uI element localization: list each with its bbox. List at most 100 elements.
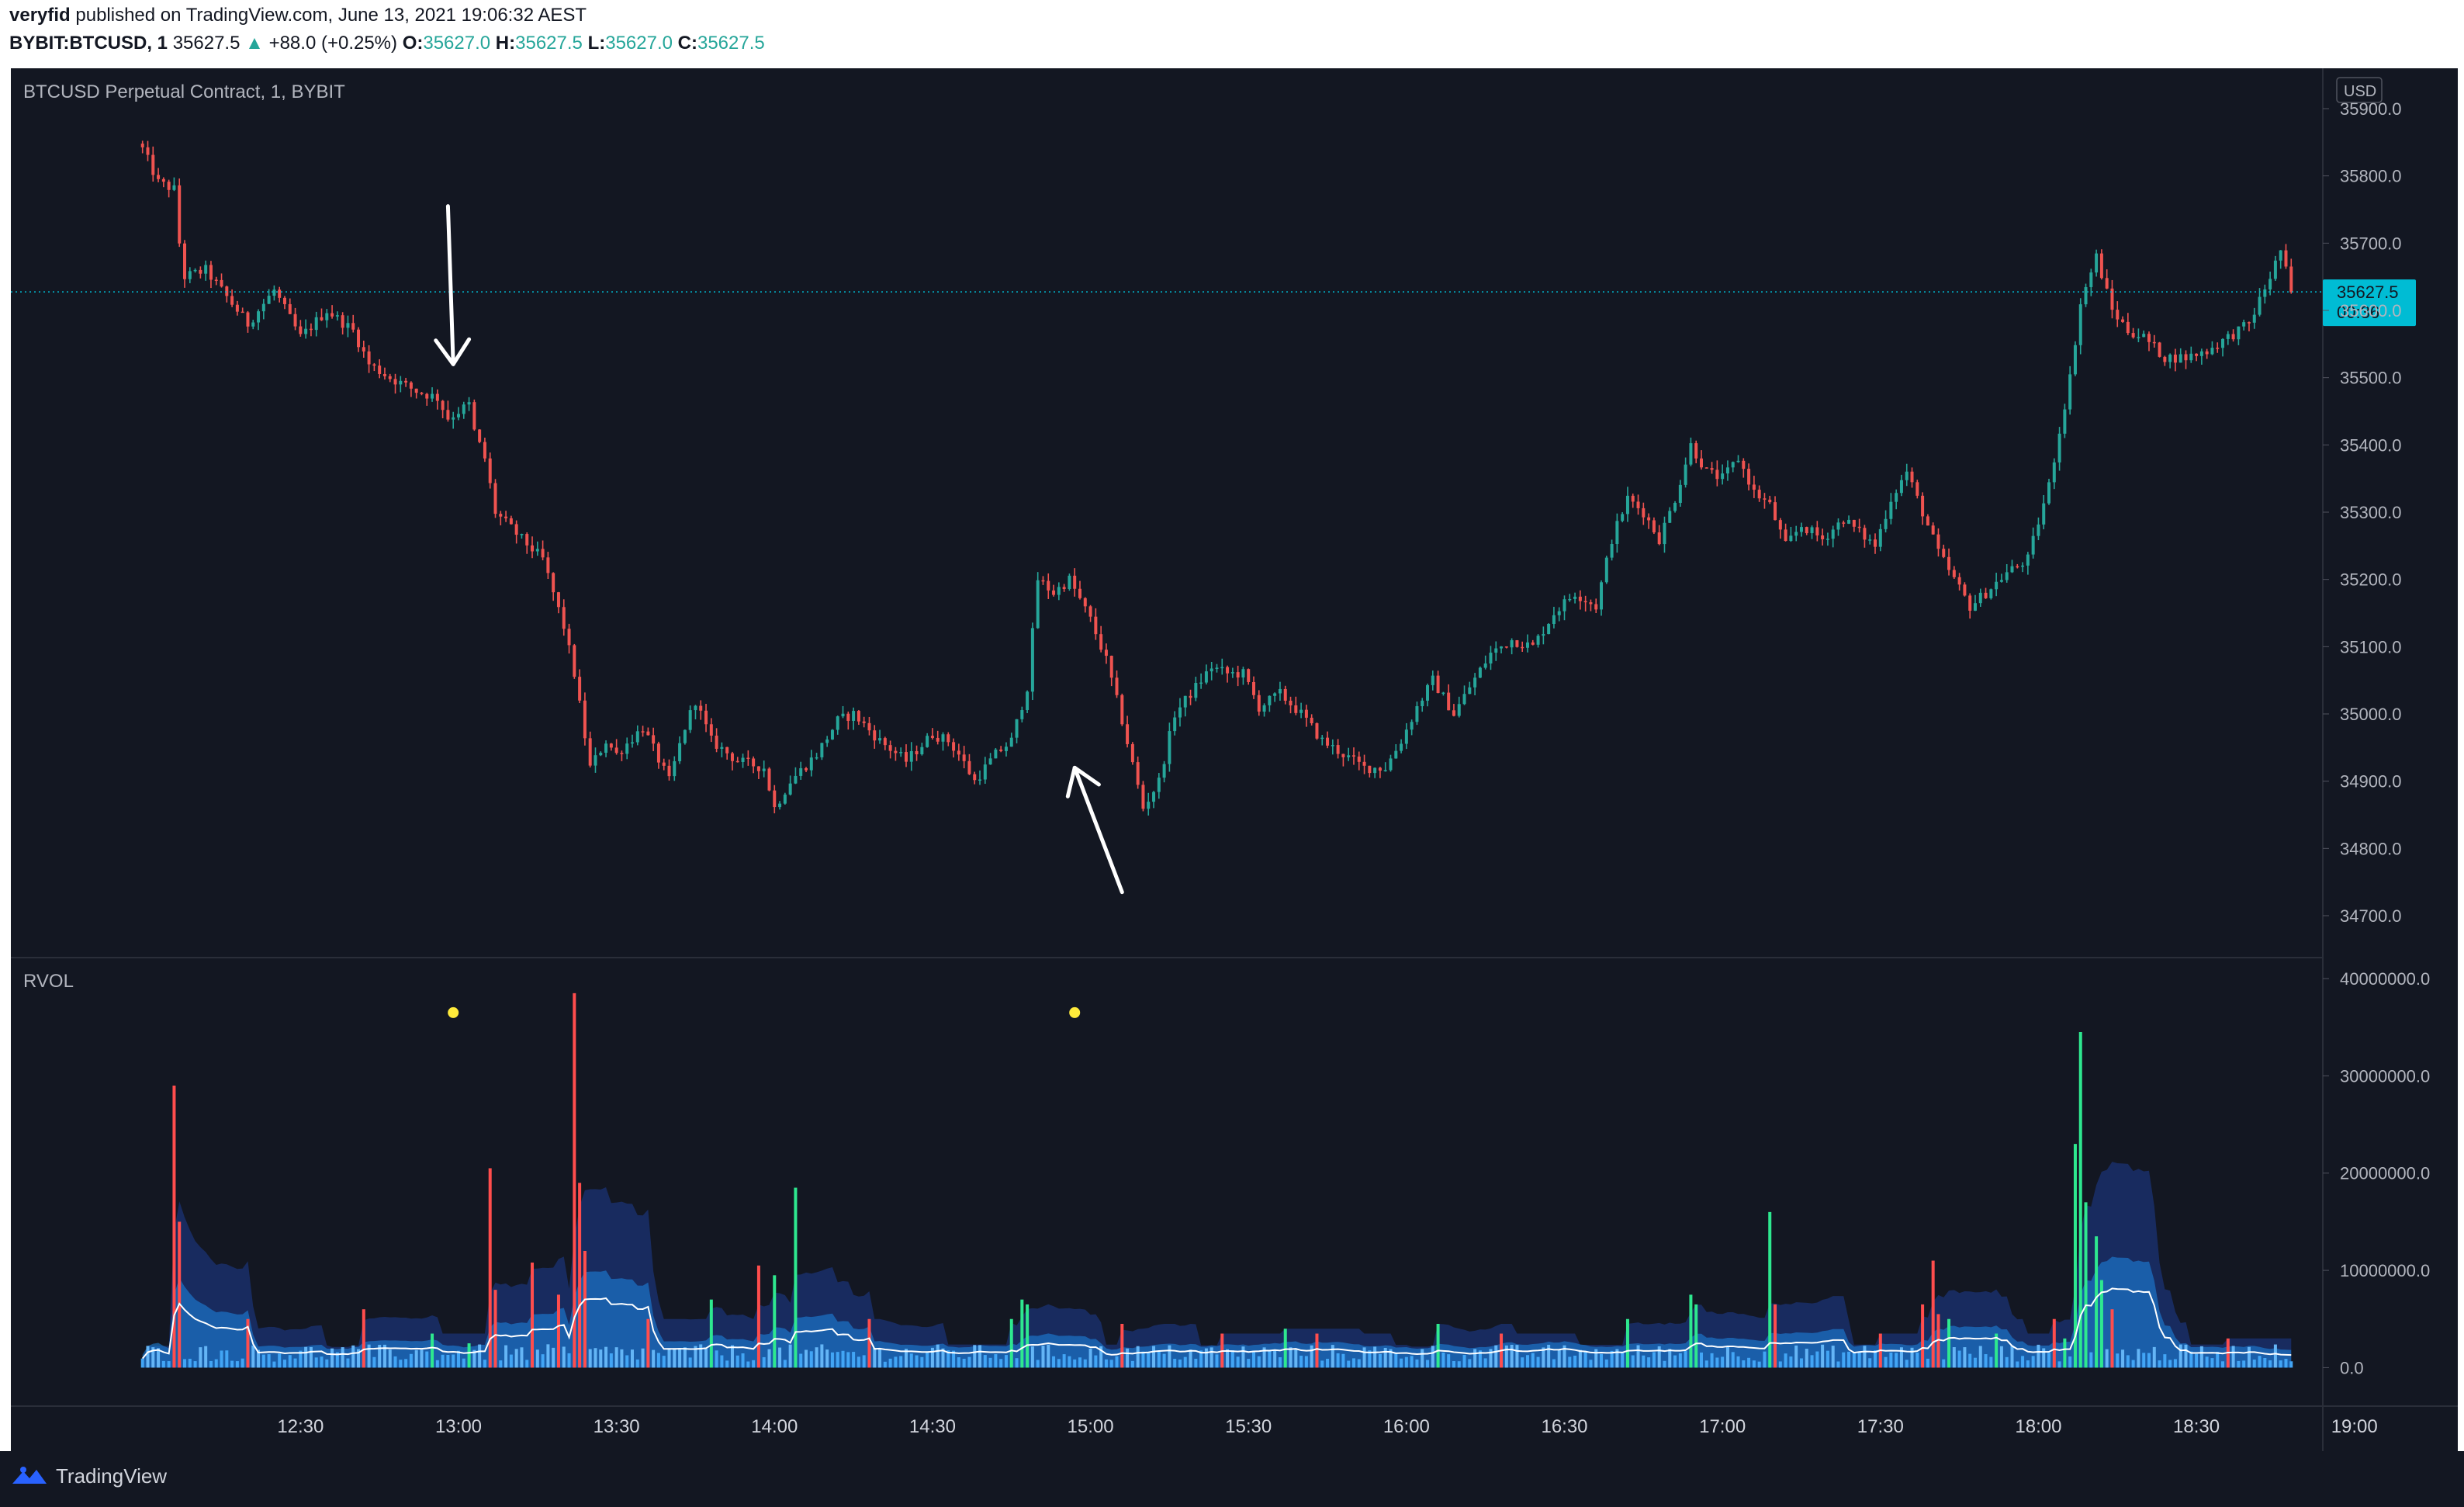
candle-body — [320, 317, 324, 320]
rvol-bar — [167, 1361, 171, 1368]
rvol-bar — [2284, 1359, 2288, 1368]
rvol-bar — [2173, 1359, 2177, 1368]
chart-canvas[interactable]: 35627.500:3635900.035800.035700.035600.0… — [11, 68, 2458, 1451]
candle-body — [1557, 611, 1561, 615]
candle-body — [883, 738, 887, 746]
candle-body — [1320, 737, 1324, 740]
candle-body — [1236, 672, 1240, 678]
time-tick-label: 18:00 — [2015, 1416, 2061, 1437]
candle-body — [1157, 778, 1161, 792]
candle-body — [2184, 354, 2188, 361]
candle-body — [930, 736, 934, 738]
rvol-bar — [852, 1352, 856, 1368]
rvol-bar — [2057, 1361, 2061, 1368]
rvol-bar — [1204, 1348, 1208, 1368]
candle-body — [1884, 518, 1888, 529]
rvol-bar — [2205, 1356, 2209, 1368]
chart-area[interactable]: 35627.5 00:36 35900.0 35800.0 35700.0 35600.0… — [11, 68, 2458, 1451]
candle-body — [973, 774, 977, 781]
candle-body — [1842, 522, 1846, 524]
rvol-bar — [930, 1347, 934, 1368]
rvol-bar — [1542, 1347, 1545, 1368]
candle-body — [994, 749, 998, 759]
rvol-bar — [1310, 1345, 1313, 1368]
candle-body — [1073, 575, 1077, 589]
rvol-bar — [1562, 1345, 1566, 1368]
candle-body — [1215, 667, 1219, 669]
candle-body — [788, 783, 792, 795]
candle-body — [967, 760, 971, 774]
rvol-bar — [193, 1361, 197, 1368]
candle-body — [1721, 473, 1725, 480]
rvol-bar — [552, 1347, 555, 1368]
rvol-bar — [1610, 1350, 1614, 1368]
rvol-bar — [1947, 1318, 1951, 1368]
chart-overlay — [11, 204, 2323, 895]
tradingview-logo[interactable]: TradingView — [11, 1459, 167, 1493]
candle-body — [1647, 517, 1651, 521]
rvol-bar — [367, 1344, 371, 1368]
candle-body — [1152, 792, 1156, 802]
candle-body — [946, 734, 950, 743]
publish-info: veryfid published on TradingView.com, Ju… — [9, 5, 587, 26]
candle-body — [382, 373, 386, 376]
rvol-bar — [1694, 1304, 1698, 1368]
candle-body — [635, 731, 639, 743]
rvol-bar — [741, 1353, 745, 1368]
rvol-bar — [520, 1347, 524, 1368]
rvol-bar — [1068, 1356, 1071, 1368]
candle-body — [251, 322, 255, 327]
candle-body — [2189, 353, 2193, 361]
rvol-bar — [357, 1349, 361, 1368]
candle-body — [1794, 532, 1798, 536]
rvol-bar — [2137, 1349, 2140, 1368]
rvol-bar — [1483, 1358, 1487, 1368]
author-name[interactable]: veryfid — [9, 5, 71, 26]
rvol-bar — [214, 1359, 218, 1368]
candle-body — [1931, 525, 1935, 535]
rvol-bar — [2252, 1360, 2256, 1368]
rvol-bar — [431, 1333, 434, 1368]
rvol-bar — [209, 1360, 213, 1368]
candle-body — [435, 393, 439, 401]
rvol-bar — [1441, 1352, 1445, 1368]
rvol-bar — [1494, 1345, 1498, 1368]
candle-body — [452, 417, 455, 420]
candle-body — [1547, 623, 1551, 635]
candle-body — [694, 705, 697, 711]
rvol-bar — [372, 1356, 376, 1368]
rvol-bar — [1668, 1349, 1672, 1368]
rvol-bar — [2199, 1346, 2203, 1368]
rvol-bar — [1594, 1349, 1598, 1368]
rvol-bar — [1615, 1349, 1619, 1368]
candle-body — [1568, 598, 1572, 601]
rvol-bar — [2189, 1351, 2193, 1368]
candle-body — [2168, 354, 2172, 362]
rvol-bar — [1636, 1345, 1640, 1368]
rvol-bar — [973, 1345, 977, 1368]
rvol-bar — [1173, 1358, 1177, 1368]
rvol-bar — [446, 1354, 450, 1368]
candle-body — [441, 400, 445, 411]
candle-body — [1273, 693, 1277, 696]
rvol-bar — [2178, 1344, 2182, 1368]
candle-body — [1088, 606, 1092, 617]
candle-body — [735, 760, 739, 763]
rvol-bar — [873, 1347, 877, 1368]
candle-body — [304, 328, 308, 334]
rvol-bar — [1152, 1346, 1156, 1368]
rvol-bar — [1794, 1345, 1798, 1368]
candle-body — [1294, 705, 1298, 713]
rvol-bar — [1631, 1355, 1635, 1368]
rvol-bar — [541, 1354, 545, 1368]
candle-body — [488, 458, 492, 483]
rvol-bar — [261, 1354, 265, 1368]
rvol-bar — [867, 1318, 871, 1368]
chart-labels: BTCUSD Perpetual Contract, 1, BYBIT RVOL — [23, 81, 345, 992]
chart-axes[interactable]: 35627.500:3635900.035800.035700.035600.0… — [277, 77, 2430, 1437]
rvol-bar — [1026, 1304, 1030, 1368]
rvol-bar — [1752, 1360, 1756, 1368]
low-label: L: — [587, 33, 606, 54]
rvol-bar — [1347, 1360, 1351, 1368]
candle-body — [1326, 737, 1330, 746]
